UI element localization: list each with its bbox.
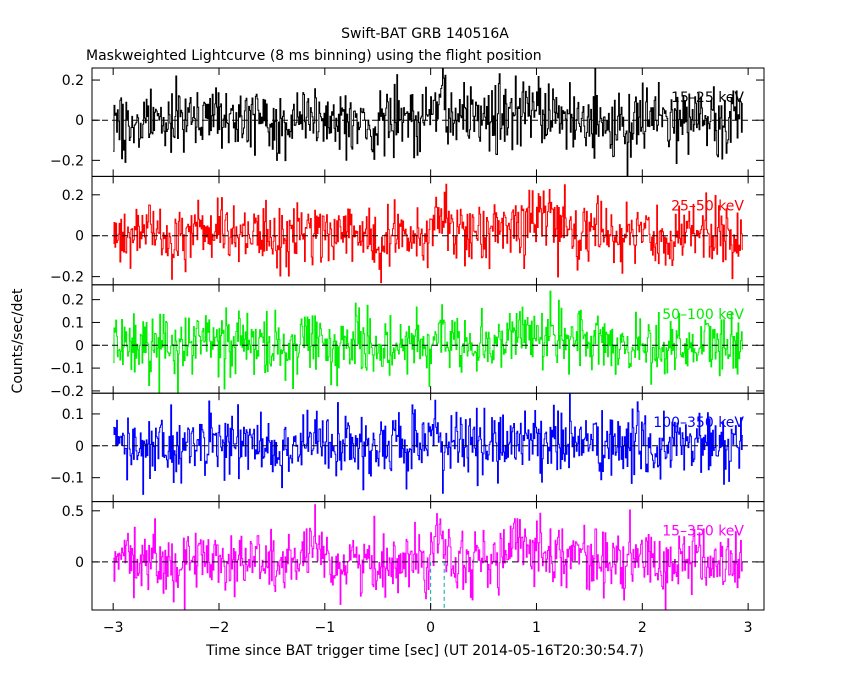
y-tick-label-4-2: 0 bbox=[75, 439, 84, 455]
x-axis-label: Time since BAT trigger time [sec] (UT 20… bbox=[205, 643, 644, 659]
y-tick-label-3-1: −0.2 bbox=[50, 384, 84, 400]
y-tick-label-3-5: 0.2 bbox=[62, 293, 84, 309]
y-tick-label-3-2: −0.1 bbox=[50, 361, 84, 377]
x-tick-label-4: 0 bbox=[426, 620, 435, 636]
panel-5: 0 0.5 15–350 keV bbox=[62, 501, 765, 611]
series-line-2 bbox=[113, 183, 743, 284]
y-tick-label-1-1: −0.2 bbox=[50, 153, 84, 169]
x-tick-label-2: −2 bbox=[209, 620, 230, 636]
band-label-1: 15–25 keV bbox=[671, 90, 744, 106]
panel-frame-3 bbox=[91, 284, 765, 394]
series-line-1 bbox=[113, 68, 743, 177]
y-tick-label-2-1: −0.2 bbox=[50, 270, 84, 286]
x-tick-label-1: −3 bbox=[103, 620, 124, 636]
y-tick-label-4-3: 0.1 bbox=[62, 407, 84, 423]
y-tick-label-2-2: 0 bbox=[75, 229, 84, 245]
band-label-3: 50–100 keV bbox=[662, 307, 744, 323]
y-tick-label-3-4: 0.1 bbox=[62, 315, 84, 331]
y-tick-label-5-1: 0 bbox=[75, 555, 84, 571]
x-tick-label-5: 1 bbox=[532, 620, 541, 636]
x-tick-label-3: −1 bbox=[314, 620, 335, 636]
y-tick-label-1-3: 0.2 bbox=[62, 73, 84, 89]
series-line-3 bbox=[113, 290, 743, 394]
y-tick-label-2-3: 0.2 bbox=[62, 188, 84, 204]
x-axis: −3 −2 −1 0 1 2 3 bbox=[103, 620, 753, 636]
panels: −0.200.215–25 keV−0.200.225–50 keV−0.2−0… bbox=[50, 67, 765, 611]
y-tick-label-3-3: 0 bbox=[75, 338, 84, 354]
band-label-2: 25–50 keV bbox=[671, 198, 744, 214]
chart-subtitle: Maskweighted Lightcurve (8 ms binning) u… bbox=[86, 48, 542, 64]
panel-frame-2 bbox=[91, 175, 765, 286]
panel-3: −0.2 −0.1 0 0.1 0.2 50–100 keV bbox=[50, 284, 765, 400]
series-line-5 bbox=[113, 504, 743, 611]
band-label-5: 15–350 keV bbox=[662, 524, 744, 540]
series-line-4 bbox=[113, 393, 743, 495]
x-tick-label-7: 3 bbox=[744, 620, 753, 636]
band-label-4: 100–350 keV bbox=[653, 415, 744, 431]
y-tick-label-1-2: 0 bbox=[75, 113, 84, 129]
y-axis-label: Counts/sec/det bbox=[10, 288, 26, 393]
x-tick-label-6: 2 bbox=[638, 620, 647, 636]
panel-frame-5 bbox=[91, 501, 765, 611]
y-tick-label-4-1: −0.1 bbox=[50, 471, 84, 487]
panel-1: −0.2 0 0.2 15–25 keV bbox=[50, 67, 765, 177]
panel-2: −0.2 0 0.2 25–50 keV bbox=[50, 175, 765, 286]
chart-title: Swift-BAT GRB 140516A bbox=[341, 26, 509, 42]
y-tick-label-5-2: 0.5 bbox=[62, 504, 84, 520]
panel-4: −0.1 0 0.1 100–350 keV bbox=[50, 392, 765, 503]
